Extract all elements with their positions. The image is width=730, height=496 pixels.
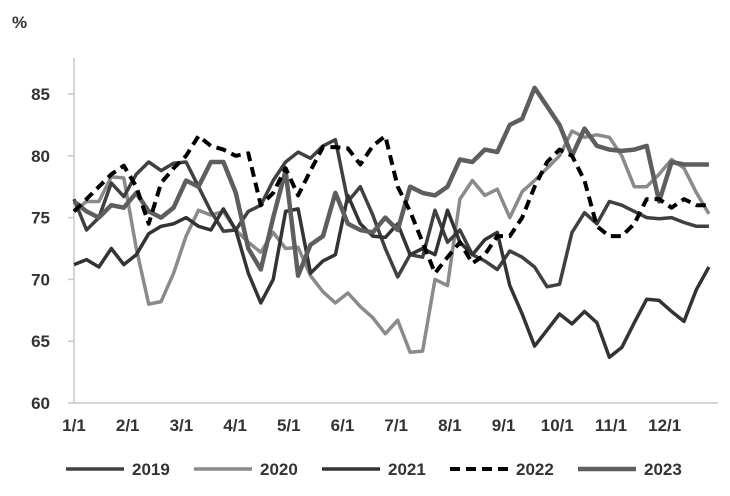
- legend-label-2023: 2023: [644, 460, 682, 479]
- series-line-2023: [72, 85, 709, 278]
- y-axis-unit-label: %: [12, 13, 27, 32]
- series-line-2022: [72, 134, 709, 276]
- x-tick-label: 11/1: [595, 416, 627, 435]
- x-tick-label: 9/1: [492, 416, 516, 435]
- x-tick-label: 12/1: [648, 416, 681, 435]
- x-tick-label: 4/1: [223, 416, 247, 435]
- series-line-2020: [72, 129, 711, 355]
- x-tick-label: 8/1: [438, 416, 462, 435]
- x-tick-label: 2/1: [116, 416, 140, 435]
- legend-label-2022: 2022: [516, 460, 554, 479]
- x-tick-label: 1/1: [62, 416, 86, 435]
- y-tick-label: 80: [31, 147, 50, 166]
- x-tick-label: 10/1: [541, 416, 574, 435]
- y-tick-label: 60: [31, 394, 50, 413]
- legend-label-2020: 2020: [260, 460, 298, 479]
- x-tick-label: 5/1: [277, 416, 301, 435]
- y-tick-label: 75: [31, 209, 50, 228]
- legend-label-2019: 2019: [132, 460, 170, 479]
- y-tick-label: 65: [31, 332, 50, 351]
- series-line-2021: [73, 193, 711, 360]
- x-tick-label: 3/1: [170, 416, 194, 435]
- x-tick-label: 7/1: [384, 416, 408, 435]
- x-tick-label: 6/1: [331, 416, 355, 435]
- legend-label-2021: 2021: [388, 460, 426, 479]
- y-tick-label: 70: [31, 270, 50, 289]
- y-tick-label: 85: [31, 85, 50, 104]
